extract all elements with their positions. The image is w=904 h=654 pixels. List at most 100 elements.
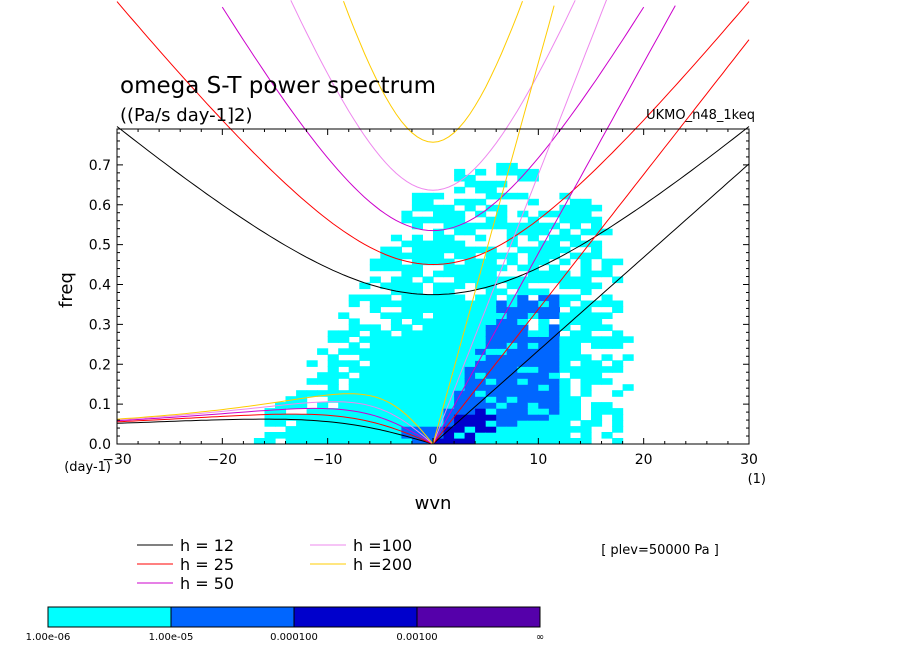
power-cell-level-1: [454, 354, 466, 361]
power-cell-level-1: [548, 432, 560, 439]
inertia-gravity-curve-h50: [221, 6, 645, 232]
power-cell-level-2: [527, 384, 539, 391]
power-cell-level-1: [591, 366, 603, 373]
power-cell-level-2: [538, 402, 550, 409]
rossby-curve-h50: [116, 407, 434, 445]
power-cell-level-2: [517, 360, 529, 367]
power-cell-level-1: [390, 342, 402, 349]
power-cell-level-1: [454, 186, 466, 194]
power-cell-level-1: [517, 222, 529, 230]
power-cell-level-1: [548, 264, 560, 272]
power-cell-level-1: [548, 270, 560, 278]
power-cell-level-1: [390, 390, 402, 397]
power-cell-level-1: [390, 246, 402, 254]
power-cell-level-1: [348, 426, 360, 433]
power-cell-level-1: [506, 282, 518, 290]
power-cell-level-2: [517, 354, 529, 361]
power-cell-level-1: [359, 420, 371, 427]
power-cell-level-1: [559, 294, 571, 302]
power-cell-level-1: [464, 198, 476, 206]
power-cell-level-1: [380, 246, 392, 254]
power-cell-level-1: [411, 348, 423, 355]
power-cell-level-2: [506, 390, 518, 397]
power-cell-level-1: [601, 300, 613, 308]
power-cell-level-1: [517, 432, 529, 439]
power-cell-level-1: [580, 366, 592, 373]
power-cell-level-1: [348, 294, 360, 302]
power-cell-level-1: [548, 210, 560, 218]
power-cell-level-2: [538, 396, 550, 403]
power-cell-level-1: [411, 300, 423, 308]
power-cell-level-1: [506, 426, 518, 433]
power-cell-level-1: [369, 384, 381, 391]
power-cell-level-1: [411, 192, 423, 200]
power-cell-level-1: [612, 300, 624, 308]
power-cell-level-1: [580, 432, 592, 439]
power-cell-level-1: [411, 396, 423, 403]
power-cell-level-1: [401, 348, 413, 355]
power-cell-level-2: [496, 324, 508, 331]
power-cell-level-1: [517, 366, 529, 373]
power-cell-level-2: [496, 306, 508, 313]
y-tick-label: 0.3: [89, 317, 111, 333]
power-cell-level-1: [369, 348, 381, 355]
power-cell-level-1: [338, 408, 350, 415]
power-cell-level-1: [443, 222, 455, 230]
power-cell-level-1: [569, 240, 581, 248]
power-cell-level-1: [369, 306, 381, 313]
power-cell-level-1: [454, 324, 466, 331]
power-cell-level-2: [517, 396, 529, 403]
power-cell-level-1: [496, 402, 508, 409]
power-cell-level-2: [464, 402, 476, 409]
power-cell-level-1: [306, 390, 318, 397]
power-cell-level-1: [506, 252, 518, 260]
power-cell-level-1: [538, 228, 550, 236]
power-cell-level-1: [401, 396, 413, 403]
power-cell-level-1: [580, 360, 592, 367]
power-cell-level-1: [454, 300, 466, 308]
power-cell-level-1: [306, 432, 318, 439]
power-cell-level-1: [569, 210, 581, 218]
power-cell-level-1: [443, 204, 455, 212]
power-cell-level-1: [296, 432, 308, 439]
power-cell-level-1: [475, 336, 487, 343]
power-cell-level-1: [433, 228, 445, 236]
power-cell-level-1: [569, 204, 581, 212]
power-cell-level-1: [569, 222, 581, 230]
power-cell-level-1: [369, 354, 381, 361]
power-cell-level-1: [411, 216, 423, 224]
power-cell-level-1: [433, 372, 445, 379]
power-cell-level-1: [517, 318, 529, 325]
power-cell-level-1: [359, 378, 371, 385]
power-cell-level-1: [612, 426, 624, 433]
power-cell-level-2: [527, 348, 539, 355]
power-cell-level-1: [485, 420, 497, 427]
power-cell-level-1: [390, 360, 402, 367]
power-cell-level-1: [317, 390, 329, 397]
power-cell-level-2: [506, 318, 518, 325]
power-cell-level-2: [454, 396, 466, 403]
power-cell-level-1: [506, 396, 518, 403]
power-cell-level-1: [369, 378, 381, 385]
power-cell-level-1: [411, 294, 423, 302]
power-cell-level-1: [264, 432, 276, 439]
power-cell-level-1: [559, 342, 571, 349]
power-cell-level-1: [506, 300, 518, 308]
power-cell-level-2: [548, 348, 560, 355]
power-cell-level-2: [517, 336, 529, 343]
power-cell-level-2: [496, 300, 508, 308]
power-cell-level-1: [369, 360, 381, 367]
power-cell-level-1: [580, 228, 592, 236]
power-cell-level-1: [401, 378, 413, 385]
power-cell-level-1: [285, 402, 297, 409]
power-cell-level-1: [411, 264, 423, 272]
power-cell-level-1: [559, 318, 571, 325]
power-cell-level-1: [296, 420, 308, 427]
power-cell-level-1: [517, 168, 529, 176]
power-cell-level-1: [433, 390, 445, 397]
power-cell-level-1: [348, 438, 360, 444]
power-cell-level-1: [422, 384, 434, 391]
power-cell-level-3: [454, 426, 466, 433]
power-cell-level-1: [443, 300, 455, 308]
power-cell-level-1: [569, 438, 581, 444]
